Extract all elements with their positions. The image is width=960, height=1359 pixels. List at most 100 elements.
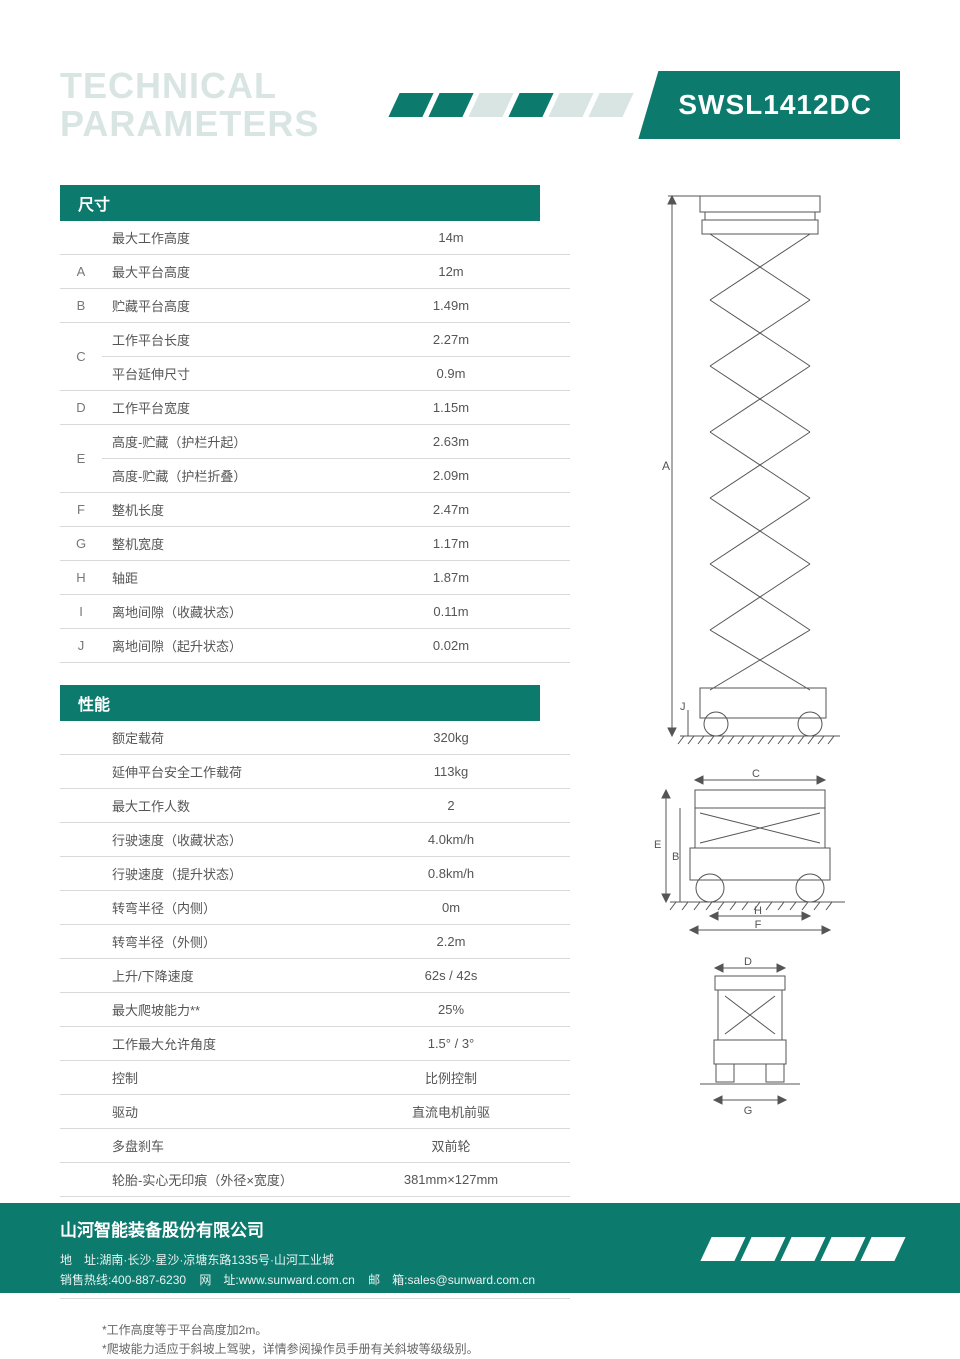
row-label: 整机长度 [102, 493, 332, 527]
decorative-stripe [509, 93, 554, 117]
table-row: 最大工作高度14m [60, 221, 570, 255]
row-value: 1.15m [332, 391, 570, 425]
row-value: 12m [332, 255, 570, 289]
table-row: 最大工作人数2 [60, 789, 570, 823]
row-value: 320kg [332, 721, 570, 755]
row-label: 最大爬坡能力** [102, 993, 332, 1027]
dim-label-D: D [744, 956, 752, 968]
row-value: 2.27m [332, 323, 570, 357]
row-value: 62s / 42s [332, 959, 570, 993]
row-value: 1.5° / 3° [332, 1027, 570, 1061]
row-label: 行驶速度（提升状态） [102, 857, 332, 891]
row-label: 工作最大允许角度 [102, 1027, 332, 1061]
row-label: 平台延伸尺寸 [102, 357, 332, 391]
table-row: 延伸平台安全工作载荷113kg [60, 755, 570, 789]
row-value: 0.02m [332, 629, 570, 663]
row-code: F [60, 493, 102, 527]
table-row: 额定载荷320kg [60, 721, 570, 755]
decorative-stripe [589, 93, 634, 117]
model-badge: SWSL1412DC [638, 71, 900, 139]
row-code: D [60, 391, 102, 425]
notes: *工作高度等于平台高度加2m。 *爬坡能力适应于斜坡上驾驶，详情参阅操作员手册有… [60, 1321, 570, 1359]
row-label: 行驶速度（收藏状态） [102, 823, 332, 857]
row-label: 最大工作人数 [102, 789, 332, 823]
row-label: 轴距 [102, 561, 332, 595]
table-row: 行驶速度（提升状态）0.8km/h [60, 857, 570, 891]
dim-label-E: E [654, 839, 661, 851]
row-code [60, 221, 102, 255]
row-code: B [60, 289, 102, 323]
row-value: 14m [332, 221, 570, 255]
row-label: 离地间隙（起升状态） [102, 629, 332, 663]
table-row: 轮胎-实心无印痕（外径×宽度）381mm×127mm [60, 1163, 570, 1197]
row-value: 0.11m [332, 595, 570, 629]
tables-column: 尺寸 最大工作高度14mA最大平台高度12mB贮藏平台高度1.49mC工作平台长… [60, 185, 570, 1359]
table-row: E高度-贮藏（护栏升起）2.63m [60, 425, 570, 459]
table-row: 工作最大允许角度1.5° / 3° [60, 1027, 570, 1061]
row-value: 2.47m [332, 493, 570, 527]
footer-contact-line: 销售热线:400-887-6230 网 址:www.sunward.com.cn… [60, 1270, 535, 1290]
row-code: H [60, 561, 102, 595]
row-value: 1.17m [332, 527, 570, 561]
row-code: I [60, 595, 102, 629]
table-row: 上升/下降速度62s / 42s [60, 959, 570, 993]
table-row: 转弯半径（外侧）2.2m [60, 925, 570, 959]
row-label: 上升/下降速度 [102, 959, 332, 993]
table-row: F整机长度2.47m [60, 493, 570, 527]
header: TECHNICAL PARAMETERS SWSL1412DC [60, 60, 900, 150]
table-row: 控制比例控制 [60, 1061, 570, 1095]
row-value: 0.9m [332, 357, 570, 391]
row-label: 额定载荷 [102, 721, 332, 755]
decorative-stripe [549, 93, 594, 117]
row-label: 控制 [102, 1061, 332, 1095]
row-label: 最大工作高度 [102, 221, 332, 255]
diagrams-column: A J [600, 185, 900, 1359]
row-value: 1.87m [332, 561, 570, 595]
title-line1: TECHNICAL [60, 67, 319, 105]
table-row: 多盘刹车双前轮 [60, 1129, 570, 1163]
header-stripes [329, 93, 628, 117]
row-label: 最大平台高度 [102, 255, 332, 289]
row-label: 转弯半径（外侧） [102, 925, 332, 959]
table-row: 驱动直流电机前驱 [60, 1095, 570, 1129]
table-row: B贮藏平台高度1.49m [60, 289, 570, 323]
row-value: 113kg [332, 755, 570, 789]
dim-label-B: B [672, 851, 679, 863]
row-value: 0m [332, 891, 570, 925]
table-row: D工作平台宽度1.15m [60, 391, 570, 425]
row-value: 2.2m [332, 925, 570, 959]
table-row: 最大爬坡能力**25% [60, 993, 570, 1027]
table-row: J离地间隙（起升状态）0.02m [60, 629, 570, 663]
dim-label-J: J [680, 701, 686, 713]
dim-label-C: C [752, 768, 760, 780]
row-value: 4.0km/h [332, 823, 570, 857]
row-value: 比例控制 [332, 1061, 570, 1095]
table-row: G整机宽度1.17m [60, 527, 570, 561]
dim-label-A: A [662, 459, 670, 473]
row-label: 整机宽度 [102, 527, 332, 561]
row-code: C [60, 323, 102, 391]
row-label: 轮胎-实心无印痕（外径×宽度） [102, 1163, 332, 1197]
row-label: 高度-贮藏（护栏升起） [102, 425, 332, 459]
row-value: 381mm×127mm [332, 1163, 570, 1197]
table-row: C工作平台长度2.27m [60, 323, 570, 357]
row-label: 工作平台长度 [102, 323, 332, 357]
row-code: J [60, 629, 102, 663]
row-label: 多盘刹车 [102, 1129, 332, 1163]
title-block: TECHNICAL PARAMETERS [60, 67, 319, 143]
diagram-front: D G [680, 956, 820, 1126]
table-row: H轴距1.87m [60, 561, 570, 595]
dimensions-table: 最大工作高度14mA最大平台高度12mB贮藏平台高度1.49mC工作平台长度2.… [60, 221, 570, 663]
table-row: 高度-贮藏（护栏折叠）2.09m [60, 459, 570, 493]
decorative-stripe [429, 93, 474, 117]
row-label: 驱动 [102, 1095, 332, 1129]
decorative-stripe [389, 93, 434, 117]
dim-label-H: H [754, 905, 762, 917]
row-value: 2 [332, 789, 570, 823]
note-line1: *工作高度等于平台高度加2m。 [102, 1321, 570, 1340]
footer-address-line: 地 址:湖南·长沙·星沙·凉塘东路1335号·山河工业城 [60, 1250, 535, 1270]
dim-label-F: F [755, 919, 762, 931]
diagram-side-extended: A J [650, 190, 850, 750]
row-value: 直流电机前驱 [332, 1095, 570, 1129]
row-label: 高度-贮藏（护栏折叠） [102, 459, 332, 493]
